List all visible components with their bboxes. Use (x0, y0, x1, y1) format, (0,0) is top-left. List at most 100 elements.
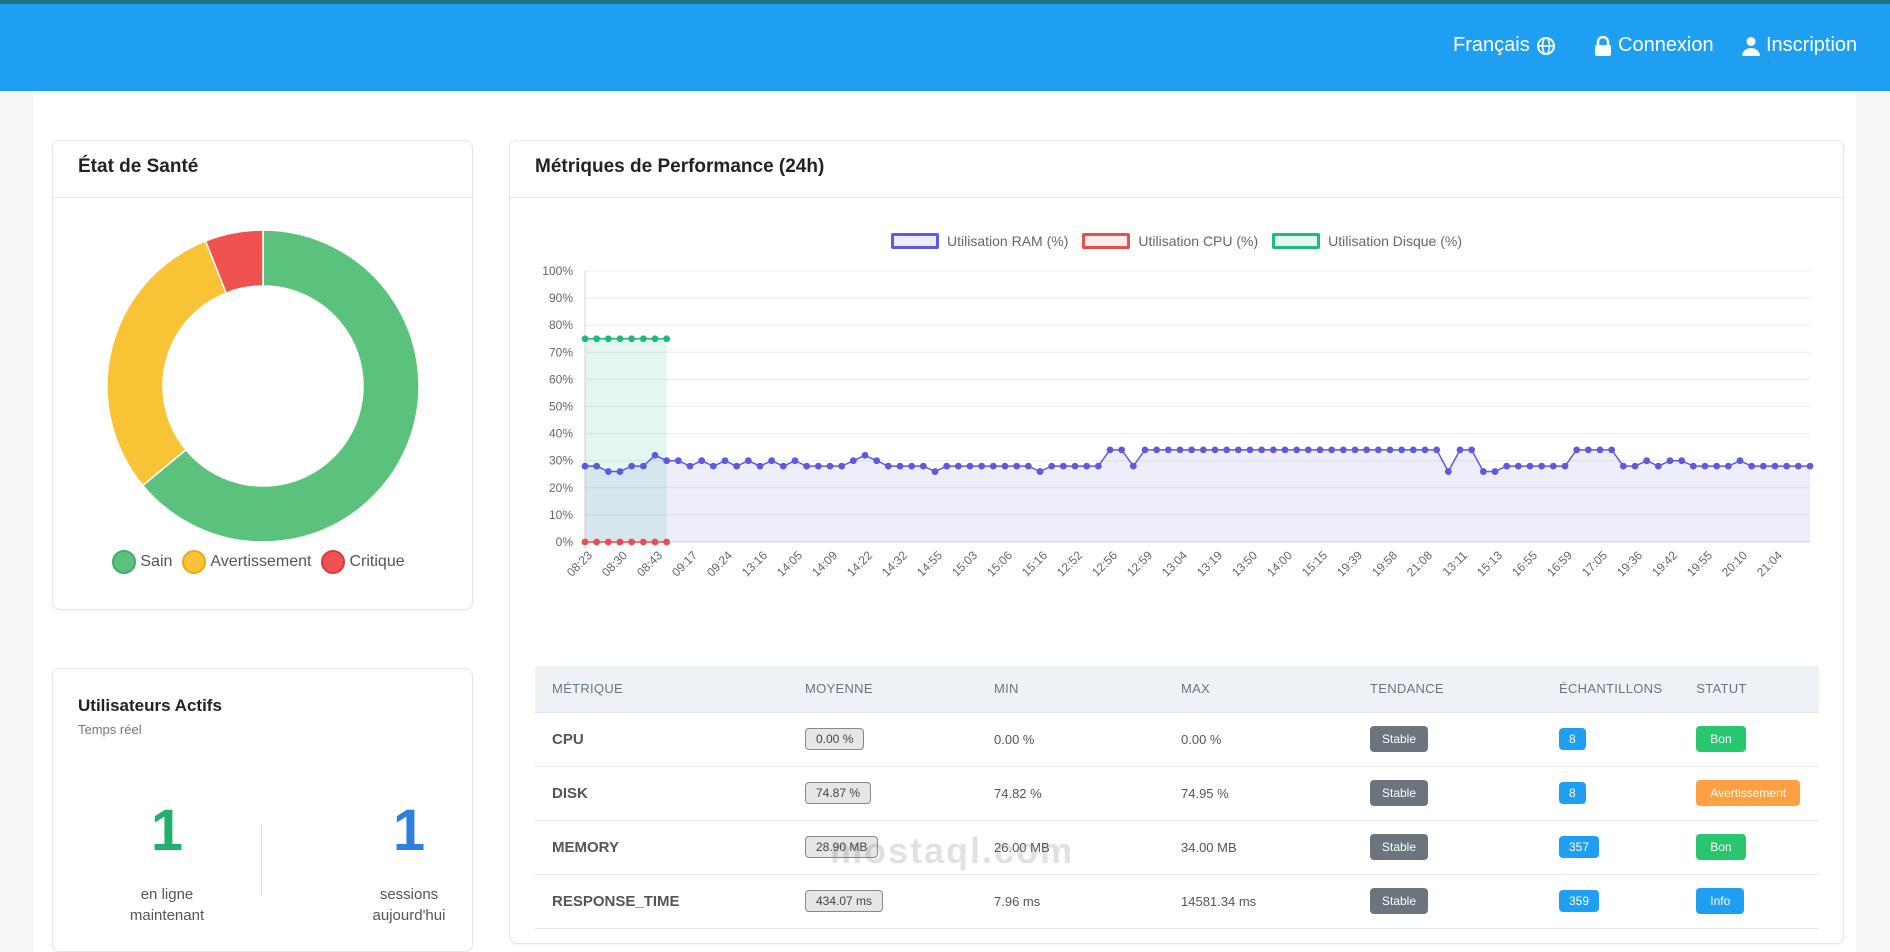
data-point[interactable] (1281, 446, 1289, 454)
data-point[interactable] (1608, 446, 1616, 454)
data-point[interactable] (628, 335, 636, 343)
data-point[interactable] (1048, 462, 1056, 470)
data-point[interactable] (581, 335, 589, 343)
data-point[interactable] (1689, 462, 1697, 470)
data-point[interactable] (908, 462, 916, 470)
data-point[interactable] (1771, 462, 1779, 470)
data-point[interactable] (1748, 462, 1756, 470)
data-point[interactable] (791, 457, 799, 465)
data-point[interactable] (1783, 462, 1791, 470)
data-point[interactable] (1293, 446, 1301, 454)
login-link[interactable]: Connexion (1594, 34, 1714, 57)
data-point[interactable] (1479, 468, 1487, 475)
data-point[interactable] (919, 462, 927, 470)
data-point[interactable] (616, 538, 624, 546)
data-point[interactable] (744, 457, 752, 465)
data-point[interactable] (1631, 462, 1639, 470)
data-point[interactable] (1409, 446, 1417, 454)
data-point[interactable] (1514, 462, 1522, 470)
data-point[interactable] (593, 335, 601, 343)
data-point[interactable] (1561, 462, 1569, 470)
data-point[interactable] (663, 335, 671, 343)
data-point[interactable] (849, 457, 857, 465)
data-point[interactable] (1549, 462, 1557, 470)
data-point[interactable] (1713, 462, 1721, 470)
data-point[interactable] (639, 462, 647, 470)
col-header-average[interactable]: MOYENNE (788, 666, 977, 713)
data-point[interactable] (1211, 446, 1219, 454)
data-point[interactable] (1444, 468, 1452, 475)
col-header-metric[interactable]: MÉTRIQUE (535, 666, 788, 713)
data-point[interactable] (581, 462, 589, 470)
data-point[interactable] (1351, 446, 1359, 454)
data-point[interactable] (1456, 446, 1464, 454)
data-point[interactable] (604, 468, 612, 475)
col-header-max[interactable]: MAX (1164, 666, 1353, 713)
data-point[interactable] (663, 538, 671, 546)
data-point[interactable] (1118, 446, 1126, 454)
data-point[interactable] (639, 538, 647, 546)
data-point[interactable] (1398, 446, 1406, 454)
legend-avertissement[interactable]: Avertissement (182, 550, 311, 574)
data-point[interactable] (861, 451, 869, 459)
data-point[interactable] (616, 468, 624, 475)
data-point[interactable] (1386, 446, 1394, 454)
data-point[interactable] (1328, 446, 1336, 454)
data-point[interactable] (698, 457, 706, 465)
data-point[interactable] (1001, 462, 1009, 470)
data-point[interactable] (1503, 462, 1511, 470)
data-point[interactable] (966, 462, 974, 470)
data-point[interactable] (1304, 446, 1312, 454)
data-point[interactable] (604, 335, 612, 343)
data-point[interactable] (1269, 446, 1277, 454)
donut-slice-critique[interactable] (204, 229, 264, 294)
data-point[interactable] (1059, 462, 1067, 470)
data-point[interactable] (1141, 446, 1149, 454)
data-point[interactable] (1071, 462, 1079, 470)
data-point[interactable] (593, 462, 601, 470)
data-point[interactable] (768, 457, 776, 465)
legend-disk[interactable]: Utilisation Disque (%) (1272, 233, 1462, 249)
data-point[interactable] (826, 462, 834, 470)
data-point[interactable] (1468, 446, 1476, 454)
data-point[interactable] (803, 462, 811, 470)
data-point[interactable] (779, 462, 787, 470)
data-point[interactable] (709, 462, 717, 470)
data-point[interactable] (721, 457, 729, 465)
donut-slice-avertissement[interactable] (106, 239, 228, 487)
data-point[interactable] (1491, 468, 1499, 475)
data-point[interactable] (884, 462, 892, 470)
data-point[interactable] (1363, 446, 1371, 454)
data-point[interactable] (1176, 446, 1184, 454)
data-point[interactable] (1234, 446, 1242, 454)
data-point[interactable] (954, 462, 962, 470)
data-point[interactable] (756, 462, 764, 470)
data-point[interactable] (1421, 446, 1429, 454)
data-point[interactable] (1759, 462, 1767, 470)
data-point[interactable] (1678, 457, 1686, 465)
data-point[interactable] (896, 462, 904, 470)
data-point[interactable] (639, 335, 647, 343)
data-point[interactable] (1013, 462, 1021, 470)
data-point[interactable] (1584, 446, 1592, 454)
register-link[interactable]: Inscription (1742, 34, 1857, 57)
data-point[interactable] (873, 457, 881, 465)
data-point[interactable] (1246, 446, 1254, 454)
data-point[interactable] (628, 462, 636, 470)
data-point[interactable] (1573, 446, 1581, 454)
data-point[interactable] (651, 538, 659, 546)
data-point[interactable] (628, 538, 636, 546)
data-point[interactable] (1643, 457, 1651, 465)
data-point[interactable] (1223, 446, 1231, 454)
data-point[interactable] (1094, 462, 1102, 470)
legend-cpu[interactable]: Utilisation CPU (%) (1082, 233, 1258, 249)
data-point[interactable] (1083, 462, 1091, 470)
data-point[interactable] (1153, 446, 1161, 454)
data-point[interactable] (1433, 446, 1441, 454)
data-point[interactable] (1316, 446, 1324, 454)
data-point[interactable] (1164, 446, 1172, 454)
data-point[interactable] (1701, 462, 1709, 470)
data-point[interactable] (1258, 446, 1266, 454)
col-header-samples[interactable]: ÉCHANTILLONS (1542, 666, 1680, 713)
data-point[interactable] (581, 538, 589, 546)
